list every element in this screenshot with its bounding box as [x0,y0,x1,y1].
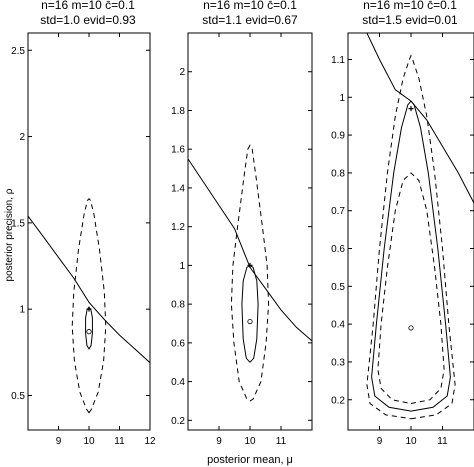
panel-1-evidence-curve [28,215,150,364]
panel-3-contour-1-dashed [366,54,456,420]
panel-3-evidence-curve [366,33,474,204]
panel-2-xtick-label: 10 [244,436,256,447]
panel-2-title-line2: std=1.1 evid=0.67 [202,13,298,27]
panel-3-axes-frame [347,32,474,431]
panel-2-contour-1-dashed [230,144,270,402]
panel-1-title-line2: std=1.0 evid=0.93 [40,13,136,27]
panel-1-title-line1: n̄=16 m̄=10 c̄=0.1 [41,0,135,12]
panel-3-title-line2: std=1.5 evid=0.01 [362,13,458,27]
panel-3-xtick-label: 9 [377,436,383,447]
panel-1-contour-1-dashed [71,197,107,414]
panel-1-axes-frame [27,32,151,431]
panel-3-ytick-label: 1.1 [331,55,345,66]
panel-2-xtick-label: 11 [276,436,287,447]
panel-3-ytick-label: 0.7 [331,206,345,217]
panel-3-plot: 9 10 11 0.2 0.3 0.4 0.5 0.6 0.7 0.8 0.9 1 1.1 [331,32,474,447]
panel-2-circle-marker [247,318,253,325]
panel-2-ytick-label: 0.4 [171,377,185,388]
panel-3-star-marker [408,106,414,112]
panel-3-ytick-label: 0.6 [331,244,345,255]
panel-2-title-line1: n̄=16 m̄=10 c̄=0.1 [203,0,297,12]
panel-2-ytick-label: 1.2 [171,222,185,233]
panel-2-axes-frame [187,32,313,431]
panel-1-ytick-label: 1 [19,305,25,316]
panel-1-xtick-label: 10 [83,436,95,447]
panel-3-xtick-label: 11 [437,436,448,447]
panel-1-contour-2-solid [85,306,93,350]
panel-2-ytick-label: 1.8 [171,106,185,117]
panel-2-plot: 9 10 11 0.2 0.4 0.6 0.8 1 1.2 1.4 1.6 1.8 2 [171,32,313,447]
panel-1-star-marker [86,306,92,312]
panel-3-ytick-label: 0.9 [331,131,345,142]
panel-1-xtick-label: 9 [56,436,62,447]
panel-1-plot: 9 10 11 12 0.5 1 1.5 2 2.5 [11,32,156,447]
panel-2-xlabel: posterior mean, μ [207,454,293,466]
panel-1-ytick-label: 1.5 [11,218,25,229]
panel-3-ytick-label: 0.3 [331,357,345,368]
panel-3-ytick-label: 0.2 [331,395,345,406]
panel-2-ytick-label: 0.2 [171,416,185,427]
panel-3-ytick-label: 1 [339,93,345,104]
panel-3-ytick-label: 0.5 [331,282,345,293]
panel-3-contour-2-solid [371,100,451,412]
panel-1-circle-marker [86,329,92,335]
panel-2-star-marker [247,262,253,268]
panel-2-ytick-label: 2 [179,67,185,78]
panel-3: n̄=16 m̄=10 c̄=0.1 std=1.5 evid=0.01 9 10… [331,0,474,447]
panel-1-ytick-label: 2.5 [11,46,25,57]
panel-3-title-line1: n̄=16 m̄=10 c̄=0.1 [363,0,457,12]
panel-2-ytick-label: 1.4 [171,183,185,194]
panel-1-ytick-label: 0.5 [11,391,25,402]
panel-2-ytick-label: 0.6 [171,338,185,349]
panel-3-circle-marker [408,325,414,331]
panel-1-xtick-label: 11 [114,436,125,447]
panel-1: n̄=16 m̄=10 c̄=0.1 std=1.0 evid=0.93 pos… [4,0,156,447]
panel-2-contour-2-solid [241,264,259,363]
panel-2-ytick-label: 1 [179,261,185,272]
panel-2-ytick-label: 0.8 [171,300,185,311]
panel-3-xtick-label: 10 [405,436,417,447]
panel-2-evidence-curve [188,158,312,342]
panel-3-ytick-label: 0.8 [331,168,345,179]
panel-1-ytick-label: 2 [19,132,25,143]
panel-1-xtick-label: 12 [144,436,156,447]
panel-3-contour-3-dashed [377,172,445,405]
panel-2-ytick-label: 1.6 [171,145,185,156]
panel-3-ytick-label: 0.4 [331,320,345,331]
panel-1-ylabel: posterior precision, ρ [4,188,15,281]
panel-2: n̄=16 m̄=10 c̄=0.1 std=1.1 evid=0.67 pos… [171,0,313,466]
panel-2-xtick-label: 9 [216,436,222,447]
